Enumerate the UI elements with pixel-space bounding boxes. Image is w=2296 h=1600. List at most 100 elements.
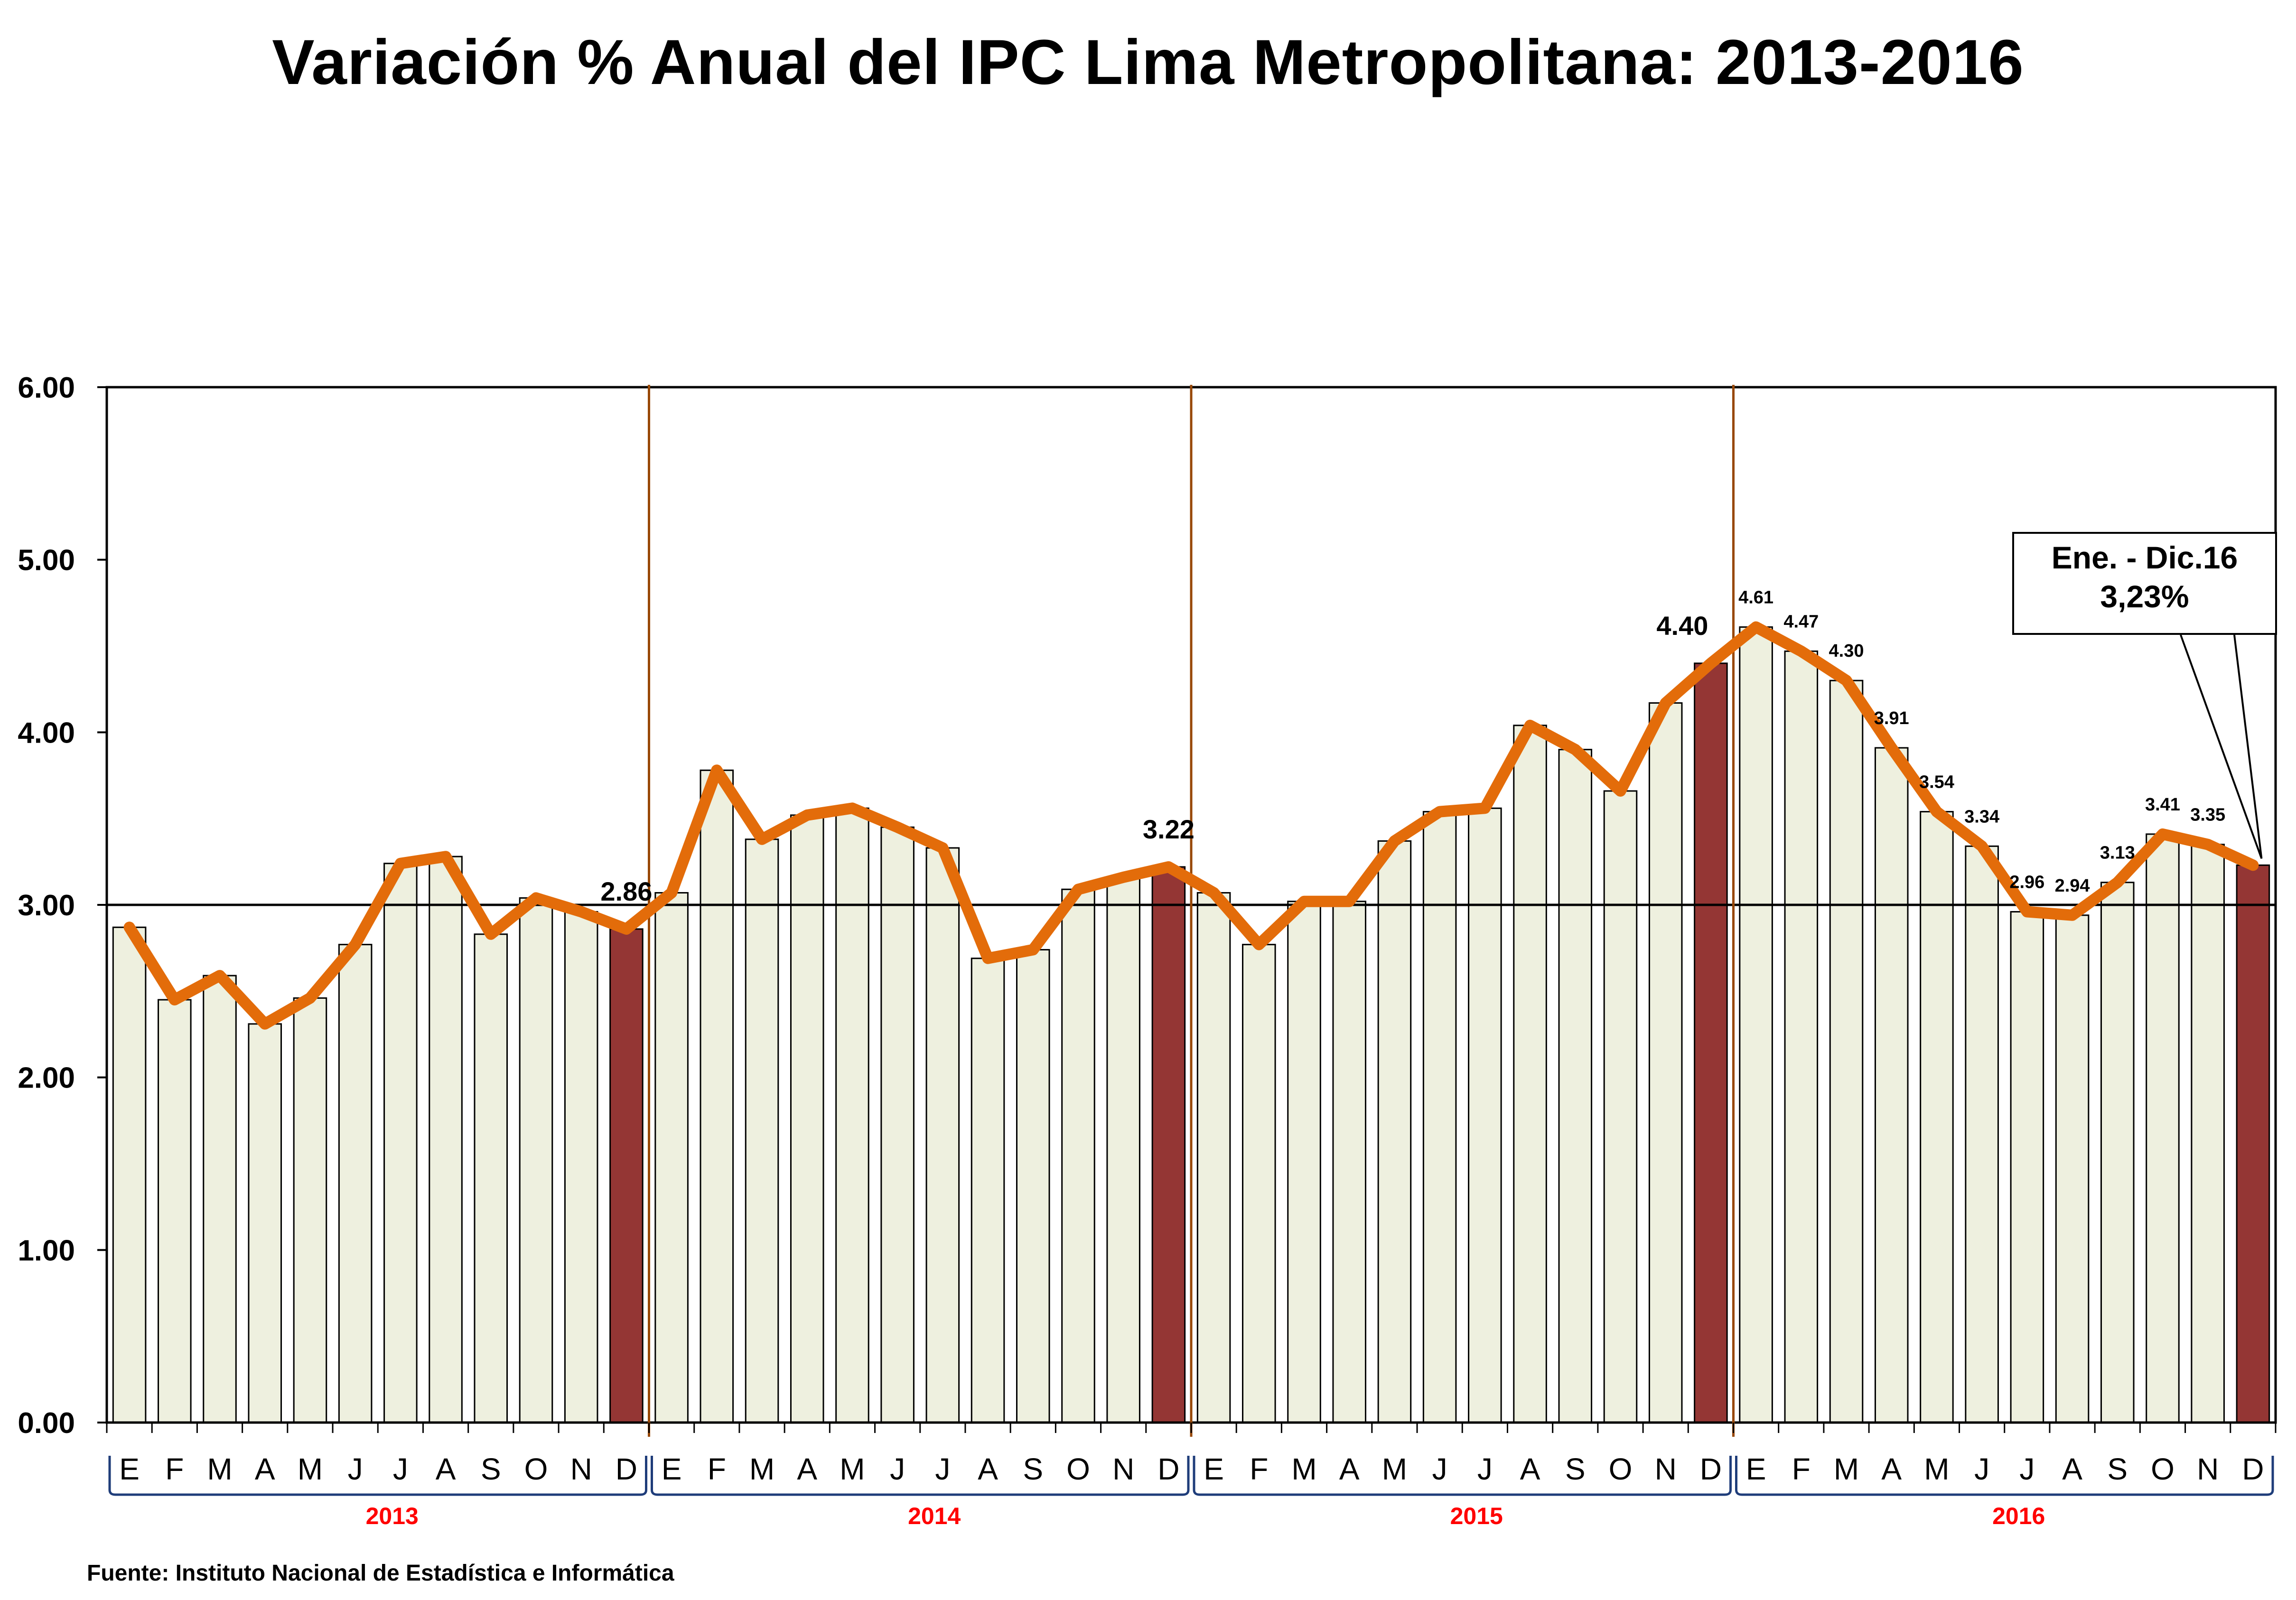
data-label: 4.61	[1738, 587, 1773, 607]
bar	[338, 944, 373, 1423]
month-label: S	[1023, 1452, 1043, 1486]
bar	[1106, 876, 1140, 1423]
month-label: A	[1881, 1452, 1902, 1486]
bar	[1287, 901, 1321, 1423]
month-label: O	[2151, 1452, 2175, 1486]
chart-title: Variación % Anual del IPC Lima Metropoli…	[272, 27, 2024, 98]
bar	[1422, 811, 1457, 1423]
month-label: F	[1792, 1452, 1811, 1486]
month-label: F	[165, 1452, 184, 1486]
y-tick-label: 6.00	[18, 372, 75, 404]
bar	[1694, 662, 1728, 1423]
bar	[1739, 626, 1773, 1423]
month-label: E	[1204, 1452, 1224, 1486]
bar	[1558, 749, 1593, 1423]
bar	[1016, 949, 1050, 1423]
bar	[293, 997, 327, 1423]
bar	[203, 975, 237, 1423]
data-label: 4.30	[1829, 641, 1864, 661]
month-label: J	[1432, 1452, 1447, 1486]
year-label: 2013	[366, 1503, 419, 1529]
callout-line1: Ene. - Dic.16	[2051, 540, 2238, 575]
data-label: 3.22	[1143, 814, 1195, 844]
callout-pointer	[2180, 634, 2263, 859]
bar	[2010, 911, 2044, 1423]
bar	[1468, 807, 1502, 1423]
data-label: 3.41	[2145, 795, 2180, 815]
data-label: 2.86	[600, 876, 652, 906]
bar	[971, 958, 1005, 1423]
bar	[474, 933, 508, 1423]
bar	[790, 814, 824, 1423]
month-label: A	[255, 1452, 275, 1486]
month-label: A	[797, 1452, 817, 1486]
month-label: M	[1291, 1452, 1316, 1486]
year-label: 2014	[908, 1503, 961, 1529]
data-label: 4.40	[1656, 611, 1708, 641]
month-label: N	[1655, 1452, 1677, 1486]
month-label: M	[1382, 1452, 1407, 1486]
bar	[745, 838, 779, 1423]
year-label: 2015	[1450, 1503, 1503, 1529]
bar	[925, 847, 960, 1423]
bar	[2236, 864, 2270, 1423]
month-label: J	[1477, 1452, 1493, 1486]
y-tick-label: 0.00	[18, 1407, 75, 1440]
data-label: 3.35	[2190, 805, 2225, 825]
bar	[1513, 725, 1547, 1423]
bar	[880, 826, 915, 1423]
bar	[1377, 840, 1412, 1423]
month-label: M	[1924, 1452, 1949, 1486]
bar	[564, 911, 598, 1423]
trend-line-group	[123, 621, 2259, 1030]
year-bracket	[1735, 1456, 2274, 1496]
bar	[383, 863, 418, 1423]
y-axis-ticks: 0.00 1.00 2.00 3.00 4.00 5.00 6.00	[18, 372, 107, 1440]
month-label: F	[708, 1452, 726, 1486]
month-label: M	[840, 1452, 865, 1486]
bar	[1829, 679, 1864, 1423]
bar	[2191, 844, 2225, 1423]
month-label: J	[890, 1452, 905, 1486]
month-label: F	[1250, 1452, 1268, 1486]
data-label: 3.13	[2100, 843, 2135, 863]
bar	[1332, 901, 1367, 1423]
month-label: N	[570, 1452, 592, 1486]
month-label: D	[2242, 1452, 2264, 1486]
y-tick-label: 4.00	[18, 716, 75, 749]
data-label: 3.54	[1919, 772, 1954, 792]
month-label: D	[1157, 1452, 1179, 1486]
month-label: N	[2197, 1452, 2219, 1486]
bar	[2055, 914, 2090, 1423]
bar	[1784, 650, 1819, 1423]
month-label: N	[1112, 1452, 1134, 1486]
month-label: E	[119, 1452, 140, 1486]
month-label: M	[207, 1452, 232, 1486]
bar	[248, 1023, 282, 1423]
month-label: M	[298, 1452, 323, 1486]
y-tick-label: 1.00	[18, 1234, 75, 1267]
month-label: O	[1066, 1452, 1090, 1486]
month-label: J	[348, 1452, 363, 1486]
callout-line2: 3,23%	[2100, 579, 2189, 614]
bar	[700, 769, 734, 1423]
month-label: O	[1609, 1452, 1633, 1486]
data-label: 2.96	[2009, 873, 2044, 893]
callout-box: Ene. - Dic.16 3,23%	[2012, 532, 2277, 635]
month-label: M	[1834, 1452, 1859, 1486]
month-label: J	[393, 1452, 408, 1486]
bar	[2146, 833, 2180, 1423]
y-tick-label: 3.00	[18, 889, 75, 922]
bar	[1965, 845, 1999, 1423]
month-label: D	[616, 1452, 637, 1486]
month-label: S	[481, 1452, 501, 1486]
month-label: A	[436, 1452, 456, 1486]
year-label: 2016	[1992, 1503, 2045, 1529]
month-label: A	[978, 1452, 998, 1486]
bar	[1196, 892, 1231, 1423]
month-label: A	[1339, 1452, 1360, 1486]
source-note: Fuente: Instituto Nacional de Estadístic…	[87, 1561, 674, 1586]
y-tick-label: 2.00	[18, 1062, 75, 1095]
